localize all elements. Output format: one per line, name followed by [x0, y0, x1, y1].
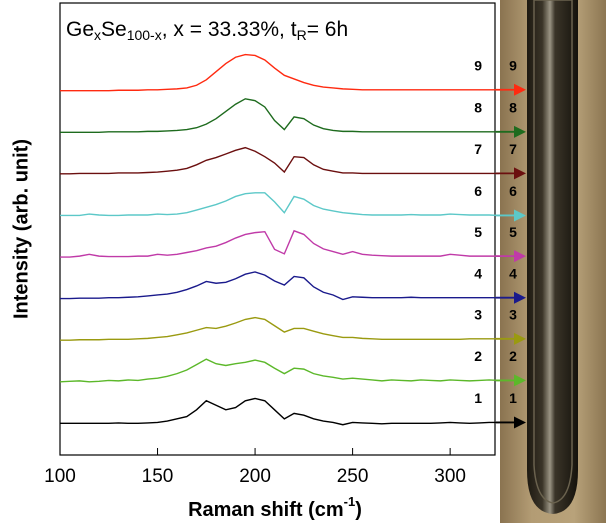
x-label-text: )	[355, 499, 362, 521]
title-text: , x = 33.33%, t	[162, 18, 297, 41]
series-label: 3	[474, 307, 482, 323]
photo	[500, 0, 606, 523]
arrow-head	[514, 250, 526, 263]
y-axis-label: Intensity (arb. unit)	[10, 139, 32, 319]
x-label-superscript: -1	[344, 494, 356, 509]
plot: 100 150 200 250 300 1 1 2 2 3 3 4 4 5 5 6 6 7 7 8 8 9 9	[44, 53, 526, 487]
x-label-text: Raman shift (cm	[188, 499, 344, 521]
title-subscript: x	[94, 27, 101, 43]
series-label: 7	[474, 141, 482, 157]
arrow-head	[514, 167, 526, 180]
tube	[527, 0, 578, 514]
title-subscript: R	[297, 27, 307, 43]
arrow-head	[514, 125, 526, 138]
x-tick-label: 200	[239, 466, 271, 487]
title-subscript: 100-x	[127, 27, 162, 43]
x-axis-label: Raman shift (cm-1)	[188, 494, 362, 521]
arrow-head	[514, 332, 526, 345]
chart-title: GexSe100-x, x = 33.33%, tR= 6h	[66, 18, 348, 43]
x-tick-label: 300	[434, 466, 466, 487]
spectrum-line	[60, 146, 499, 175]
arrow-head	[514, 291, 526, 304]
series-label: 6	[474, 183, 482, 199]
spectrum-line	[59, 358, 499, 383]
tube-inner	[533, 0, 573, 504]
spectrum-line	[60, 98, 499, 133]
arrow-head	[514, 83, 526, 96]
arrow-head	[514, 374, 526, 387]
legend-label: 1	[509, 390, 517, 406]
spectrum-line	[60, 316, 499, 341]
legend-label: 9	[509, 57, 517, 73]
legend-label: 4	[509, 265, 517, 281]
series-label: 9	[474, 57, 482, 73]
legend-label: 5	[509, 224, 517, 240]
x-tick-label: 250	[337, 466, 369, 487]
series-label: 4	[474, 265, 482, 281]
x-tick-label: 100	[44, 466, 76, 487]
spectrum-line	[60, 53, 499, 92]
title-text: = 6h	[307, 18, 348, 41]
title-text: Ge	[66, 18, 94, 41]
series-label: 8	[474, 100, 482, 116]
spectrum-line	[60, 397, 499, 426]
legend-label: 8	[509, 100, 517, 116]
series-label: 5	[474, 224, 482, 240]
spectrum-line	[60, 229, 499, 258]
title-text: Se	[101, 18, 127, 41]
spectrum-line	[60, 192, 499, 217]
series-label: 1	[474, 390, 482, 406]
spectrum-line	[60, 271, 499, 301]
series-label: 2	[474, 348, 482, 364]
x-tick-label: 150	[142, 466, 174, 487]
legend-label: 7	[509, 141, 517, 157]
legend-label: 6	[509, 183, 517, 199]
arrow-head	[514, 416, 526, 429]
legend-label: 2	[509, 348, 517, 364]
arrow-head	[514, 209, 526, 222]
legend-label: 3	[509, 307, 517, 323]
